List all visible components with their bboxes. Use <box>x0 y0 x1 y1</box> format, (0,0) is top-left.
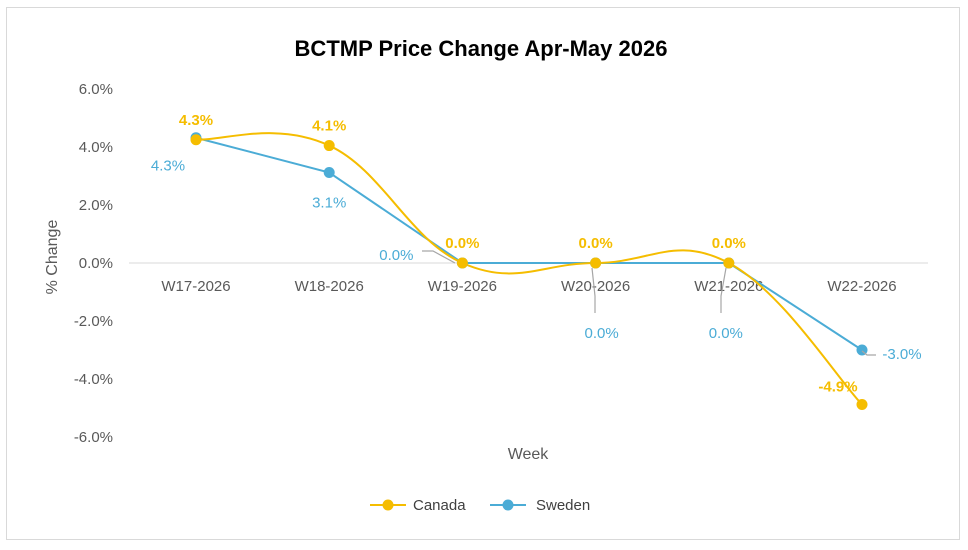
y-tick-label: -2.0% <box>74 313 113 330</box>
data-point-canada <box>723 257 735 269</box>
data-point-canada <box>856 399 868 411</box>
data-label-canada: 4.3% <box>179 112 213 129</box>
legend: Canada Sweden <box>370 497 590 514</box>
y-axis-title: % Change <box>44 220 61 295</box>
data-point-canada <box>190 134 202 146</box>
y-tick-label: 6.0% <box>79 81 113 98</box>
x-tick-label: W17-2026 <box>161 278 230 295</box>
legend-label-canada: Canada <box>413 497 466 514</box>
x-tick-label: W18-2026 <box>295 278 364 295</box>
legend-label-sweden: Sweden <box>536 497 590 514</box>
data-label-sweden: 3.1% <box>312 195 346 212</box>
data-point-canada <box>323 140 335 152</box>
data-label-canada: 0.0% <box>712 235 746 252</box>
y-tick-label: 0.0% <box>79 255 113 272</box>
data-label-canada: 0.0% <box>445 235 479 252</box>
y-tick-label: 4.0% <box>79 139 113 156</box>
x-axis-title: Week <box>508 446 550 463</box>
series-line-canada <box>195 132 863 406</box>
chart-title: BCTMP Price Change Apr-May 2026 <box>295 36 668 61</box>
plot-area <box>190 132 868 411</box>
series-line-sweden <box>195 136 863 351</box>
legend-marker-canada <box>382 499 394 511</box>
data-label-sweden: 0.0% <box>709 325 743 342</box>
label-leader-line <box>422 250 456 264</box>
y-tick-label: -4.0% <box>74 371 113 388</box>
y-tick-label: -6.0% <box>74 429 113 446</box>
data-point-canada <box>456 257 468 269</box>
x-tick-label: W19-2026 <box>428 278 497 295</box>
data-point-canada <box>590 257 602 269</box>
y-axis: 6.0% 4.0% 2.0% 0.0% -2.0% -4.0% -6.0% <box>74 81 113 446</box>
data-point-sweden <box>323 167 335 179</box>
label-leader-line <box>591 267 596 313</box>
data-label-sweden: 0.0% <box>379 247 413 264</box>
y-tick-label: 2.0% <box>79 197 113 214</box>
chart-area <box>6 7 960 540</box>
data-label-sweden: 0.0% <box>584 325 618 342</box>
data-label-sweden: 4.3% <box>151 158 185 175</box>
data-labels: 4.3% 4.1% 0.0% 0.0% 0.0% -4.9% 4.3% 3.1% 0.0% 0.0… <box>151 112 922 396</box>
x-tick-label: W21-2026 <box>694 278 763 295</box>
data-label-canada: 0.0% <box>578 235 612 252</box>
x-tick-label: W20-2026 <box>561 278 630 295</box>
data-label-canada: -4.9% <box>818 379 857 396</box>
legend-marker-sweden <box>502 499 514 511</box>
x-tick-label: W22-2026 <box>827 278 896 295</box>
data-label-canada: 4.1% <box>312 118 346 135</box>
label-leader-line <box>861 350 876 356</box>
x-axis: W17-2026 W18-2026 W19-2026 W20-2026 W21-2026… <box>161 278 896 295</box>
label-leader-line <box>720 267 727 313</box>
data-label-sweden: -3.0% <box>882 346 921 363</box>
